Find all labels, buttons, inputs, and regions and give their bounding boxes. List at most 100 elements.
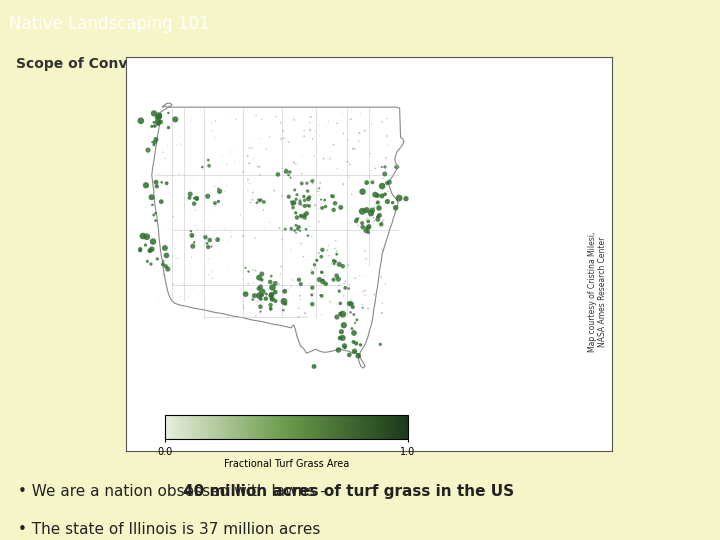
Point (378, 215, 390, 224)
Point (163, 123, 174, 132)
Point (247, 195, 258, 204)
Point (264, 218, 276, 226)
Point (140, 241, 151, 249)
Point (197, 217, 208, 225)
Text: Native Landscaping 101: Native Landscaping 101 (9, 15, 210, 33)
Point (202, 237, 214, 245)
Point (310, 127, 321, 136)
Point (147, 138, 158, 146)
Point (366, 120, 377, 129)
Point (184, 193, 195, 202)
Point (328, 140, 339, 149)
Point (222, 160, 233, 169)
Point (328, 275, 339, 284)
Point (382, 197, 393, 206)
Point (169, 244, 181, 253)
Point (289, 116, 300, 124)
Point (258, 198, 269, 206)
Point (362, 217, 374, 226)
Point (298, 132, 310, 140)
Point (359, 286, 371, 295)
Point (189, 238, 200, 247)
Point (311, 256, 323, 265)
Point (250, 312, 261, 320)
Point (140, 181, 152, 190)
Point (220, 109, 231, 117)
Point (287, 203, 299, 212)
Point (217, 151, 229, 160)
Point (384, 178, 395, 186)
Point (244, 138, 256, 146)
Point (163, 109, 174, 117)
Point (172, 254, 184, 262)
Point (279, 225, 291, 233)
Point (256, 292, 267, 300)
Point (251, 111, 262, 119)
Point (354, 271, 366, 279)
Point (331, 119, 343, 127)
Point (150, 217, 161, 225)
Point (253, 197, 265, 205)
Point (179, 200, 190, 209)
Point (270, 296, 282, 305)
Point (248, 279, 259, 287)
Point (333, 281, 345, 289)
Point (298, 252, 310, 261)
Point (265, 305, 276, 313)
Point (255, 195, 266, 204)
Point (196, 111, 207, 120)
Point (366, 206, 378, 214)
Point (351, 215, 363, 224)
Point (256, 287, 268, 296)
Point (295, 211, 307, 220)
Point (165, 274, 176, 283)
Point (222, 238, 234, 246)
Point (152, 113, 163, 122)
Point (333, 260, 345, 269)
Point (356, 207, 367, 215)
Point (148, 118, 160, 127)
Point (377, 299, 388, 308)
Point (254, 171, 266, 179)
Point (238, 262, 250, 271)
Point (164, 188, 176, 197)
Point (294, 199, 306, 208)
Point (315, 310, 327, 319)
Point (238, 303, 249, 312)
Point (351, 217, 362, 225)
Point (148, 140, 160, 149)
Point (266, 291, 277, 299)
Point (296, 169, 307, 178)
Point (150, 135, 162, 144)
Point (148, 237, 159, 246)
Point (347, 303, 359, 312)
Point (366, 178, 378, 187)
Point (242, 175, 253, 184)
Point (229, 142, 240, 151)
Point (255, 282, 266, 291)
Point (332, 164, 343, 173)
Point (362, 304, 374, 313)
Point (242, 152, 253, 160)
Point (149, 122, 161, 130)
Point (295, 224, 307, 232)
Point (316, 292, 328, 300)
Point (212, 235, 223, 244)
Point (293, 222, 305, 231)
Point (301, 209, 312, 218)
Point (351, 339, 362, 348)
Point (207, 274, 218, 283)
Point (360, 254, 372, 263)
Point (186, 231, 198, 240)
Point (355, 341, 366, 349)
Point (276, 164, 288, 173)
Point (333, 346, 344, 354)
Point (257, 291, 269, 300)
Point (260, 294, 271, 303)
Point (354, 129, 365, 138)
Point (168, 280, 179, 288)
Point (206, 118, 217, 127)
Point (294, 197, 306, 205)
Point (338, 129, 349, 138)
Point (299, 309, 310, 318)
